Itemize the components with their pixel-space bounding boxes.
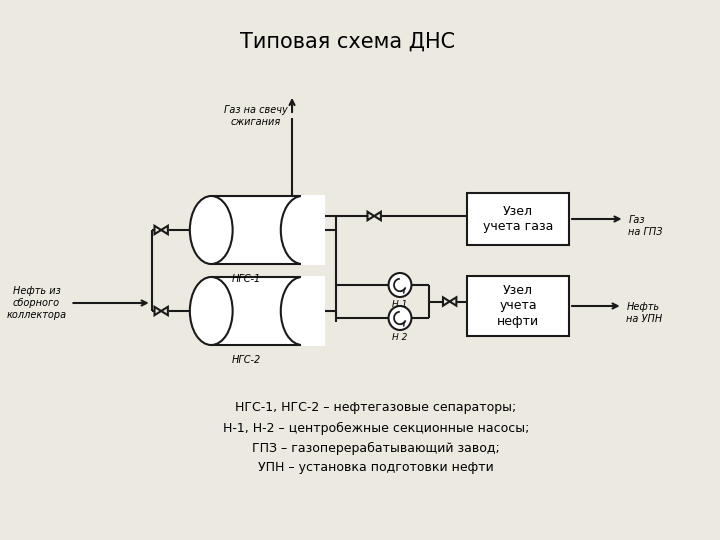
Text: Нефть
на УПН: Нефть на УПН (626, 302, 662, 323)
Bar (211, 277, 302, 345)
Ellipse shape (190, 277, 233, 345)
Circle shape (389, 273, 411, 297)
Bar (467, 276, 569, 336)
Bar (211, 196, 302, 264)
Text: Узел
учета газа: Узел учета газа (483, 205, 553, 233)
Text: ГПЗ – газоперерабатывающий завод;: ГПЗ – газоперерабатывающий завод; (252, 442, 500, 455)
Text: Газ
на ГПЗ: Газ на ГПЗ (629, 215, 663, 237)
Text: Н-1, Н-2 – центробежные секционные насосы;: Н-1, Н-2 – центробежные секционные насос… (223, 421, 529, 435)
Text: Нефть из
сборного
коллектора: Нефть из сборного коллектора (6, 286, 67, 320)
Circle shape (389, 306, 411, 330)
Ellipse shape (281, 277, 323, 345)
Bar (467, 193, 569, 245)
Bar (301, 276, 325, 346)
Ellipse shape (190, 196, 233, 264)
Text: Типовая схема ДНС: Типовая схема ДНС (240, 32, 455, 52)
Text: Н 2: Н 2 (392, 333, 408, 342)
Text: НГС-1, НГС-2 – нефтегазовые сепараторы;: НГС-1, НГС-2 – нефтегазовые сепараторы; (235, 402, 517, 415)
Text: НГС-2: НГС-2 (231, 355, 261, 365)
Text: Газ на свечу
сжигания: Газ на свечу сжигания (223, 105, 287, 126)
Text: Узел
учета
нефти: Узел учета нефти (497, 285, 539, 327)
Ellipse shape (281, 196, 323, 264)
Text: УПН – установка подготовки нефти: УПН – установка подготовки нефти (258, 462, 494, 475)
Text: НГС-1: НГС-1 (231, 274, 261, 284)
Text: Н 1: Н 1 (392, 300, 408, 309)
Bar (301, 195, 325, 265)
